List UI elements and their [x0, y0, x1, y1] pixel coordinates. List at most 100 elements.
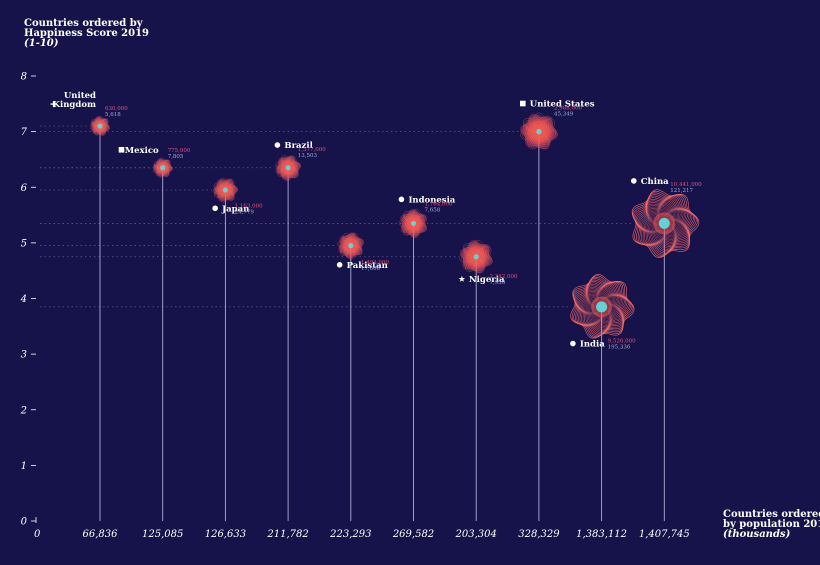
- flower-ring: [466, 246, 486, 267]
- flower-ring: [408, 218, 419, 229]
- flower-ring: [279, 159, 297, 177]
- y-tick-label: 7: [21, 127, 28, 138]
- flower-ring: [579, 285, 622, 329]
- flower-ring: [583, 288, 620, 325]
- flower-ring: [573, 278, 632, 337]
- flower-ring: [401, 211, 425, 235]
- flower-ring: [578, 284, 624, 330]
- flower-ring: [636, 196, 691, 252]
- flower-ring: [462, 243, 490, 270]
- flower-ring: [532, 124, 546, 139]
- y-tick-label: 3: [21, 350, 27, 361]
- x-tick-label: 203,304: [455, 529, 497, 540]
- star-icon: [458, 275, 466, 282]
- flower-ring: [588, 292, 616, 321]
- flower-ring: [461, 241, 491, 272]
- flower-ring: [405, 214, 422, 232]
- y-axis-title: Countries ordered by Happiness Score 201…: [24, 18, 149, 49]
- x-axis-title: Countries ordered by population 2019 (th…: [723, 509, 820, 540]
- flower-ring: [215, 180, 236, 200]
- flower-ring: [95, 121, 105, 131]
- flower-mark: [337, 232, 364, 260]
- stems: [99, 126, 665, 521]
- flower-ring: [576, 283, 627, 333]
- flower-ring: [650, 208, 680, 238]
- flower-ring: [398, 209, 428, 238]
- value-secondary: 121,217: [670, 188, 693, 194]
- flower-ring: [522, 114, 556, 148]
- flower-ring: [281, 161, 294, 174]
- y-axis: 0 1 2 3 4 5 6 7 8: [20, 72, 37, 528]
- country-name: United States: [530, 100, 595, 110]
- flower-ring: [219, 184, 232, 197]
- flower-mark: [275, 155, 302, 181]
- x-tick-label: 269,582: [392, 529, 434, 540]
- flower-center: [160, 165, 166, 171]
- flower-center: [97, 123, 103, 129]
- flower-center: [536, 129, 542, 135]
- circle-icon: [274, 142, 281, 148]
- flower-ring: [524, 116, 554, 146]
- flower-ring: [573, 276, 633, 338]
- country-name: India: [580, 340, 605, 350]
- value-primary: 1,493,000: [361, 260, 389, 266]
- flower-ring: [577, 284, 625, 331]
- value-secondary: 45,349: [554, 112, 574, 118]
- flower-center: [285, 165, 291, 171]
- flower-ring: [642, 201, 686, 245]
- flower-ring: [154, 158, 172, 177]
- flower-ring: [520, 112, 558, 150]
- country-name: Japan: [221, 204, 249, 214]
- flower-ring: [338, 234, 363, 258]
- flower-ring: [342, 237, 359, 254]
- flower-ring: [649, 207, 681, 239]
- flower-ring: [92, 118, 108, 134]
- square-icon: [118, 146, 125, 153]
- flower-ring: [216, 181, 234, 199]
- flower-ring: [155, 159, 171, 176]
- value-secondary: 7,805: [168, 154, 184, 160]
- flower-center: [222, 187, 228, 193]
- circle-icon: [631, 178, 637, 184]
- flower-mark: [398, 208, 428, 239]
- y-tick-label: 6: [21, 183, 28, 194]
- flower-ring: [459, 239, 493, 274]
- flower-ring: [637, 197, 690, 250]
- value-primary: 630,000: [105, 106, 128, 112]
- x-tick-label: 66,836: [83, 529, 119, 540]
- x-axis-origin-label: 0: [34, 529, 41, 540]
- flower-ring: [580, 286, 621, 328]
- y-axis-title-line3: (1-10): [24, 38, 59, 49]
- flower-ring: [156, 161, 170, 175]
- flower-ring: [586, 291, 617, 321]
- country-name: Indonesia: [408, 195, 455, 205]
- flower-ring: [643, 202, 685, 243]
- flower-ring: [582, 287, 620, 326]
- flower-ring: [153, 157, 173, 178]
- flower-ring: [158, 164, 167, 172]
- y-tick-label: 5: [21, 238, 27, 249]
- flower-center: [596, 301, 608, 313]
- y-tick-label: 1: [21, 461, 27, 472]
- flower-ring: [468, 248, 485, 265]
- value-primary: 2,342,000: [490, 274, 518, 280]
- circle-icon: [336, 262, 343, 268]
- value-primary: 1,377,000: [298, 147, 326, 153]
- flower-ring: [406, 216, 421, 230]
- flower-ring: [403, 213, 424, 233]
- flower-ring: [641, 200, 687, 246]
- value-secondary: 7,658: [425, 207, 441, 213]
- flower-ring: [530, 122, 548, 141]
- flower-ring: [585, 290, 618, 322]
- flower-mark: [90, 115, 110, 136]
- flower-ring: [96, 122, 104, 130]
- flower-ring: [337, 232, 364, 260]
